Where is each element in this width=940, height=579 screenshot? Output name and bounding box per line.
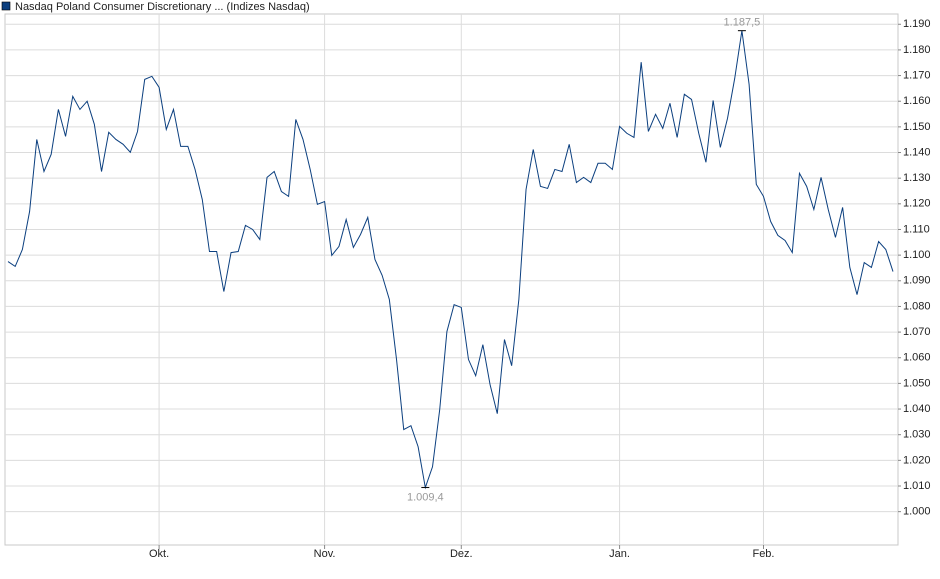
- y-tick-label: 1.190: [903, 18, 931, 30]
- line-series: [7, 30, 894, 490]
- plot-area: [4, 13, 899, 546]
- y-tick-label: 1.040: [903, 403, 931, 415]
- y-tick-label: 1.080: [903, 300, 931, 312]
- legend-label: Nasdaq Poland Consumer Discretionary ...…: [15, 1, 310, 13]
- y-tick-label: 1.060: [903, 352, 931, 364]
- y-tick-label: 1.090: [903, 275, 931, 287]
- value-label: 1.187,5: [724, 17, 761, 29]
- x-tick-label: Nov.: [314, 548, 336, 560]
- value-label: 1.009,4: [407, 491, 444, 503]
- x-tick-label: Okt.: [149, 548, 169, 560]
- y-tick-label: 1.180: [903, 44, 931, 56]
- y-tick-label: 1.010: [903, 480, 931, 492]
- y-tick-label: 1.020: [903, 454, 931, 466]
- y-tick-label: 1.050: [903, 377, 931, 389]
- x-tick-label: Feb.: [752, 548, 774, 560]
- y-tick-label: 1.100: [903, 249, 931, 261]
- legend-swatch: [1, 1, 11, 11]
- y-tick-label: 1.120: [903, 198, 931, 210]
- y-tick-label: 1.140: [903, 146, 931, 158]
- y-tick-label: 1.170: [903, 69, 931, 81]
- y-tick-label: 1.070: [903, 326, 931, 338]
- x-tick-label: Jan.: [609, 548, 630, 560]
- x-tick-label: Dez.: [450, 548, 473, 560]
- y-tick-label: 1.110: [903, 223, 930, 235]
- y-tick-label: 1.130: [903, 172, 931, 184]
- y-tick-label: 1.000: [903, 506, 931, 518]
- y-tick-label: 1.150: [903, 121, 931, 133]
- y-tick-label: 1.030: [903, 429, 931, 441]
- y-tick-label: 1.160: [903, 95, 931, 107]
